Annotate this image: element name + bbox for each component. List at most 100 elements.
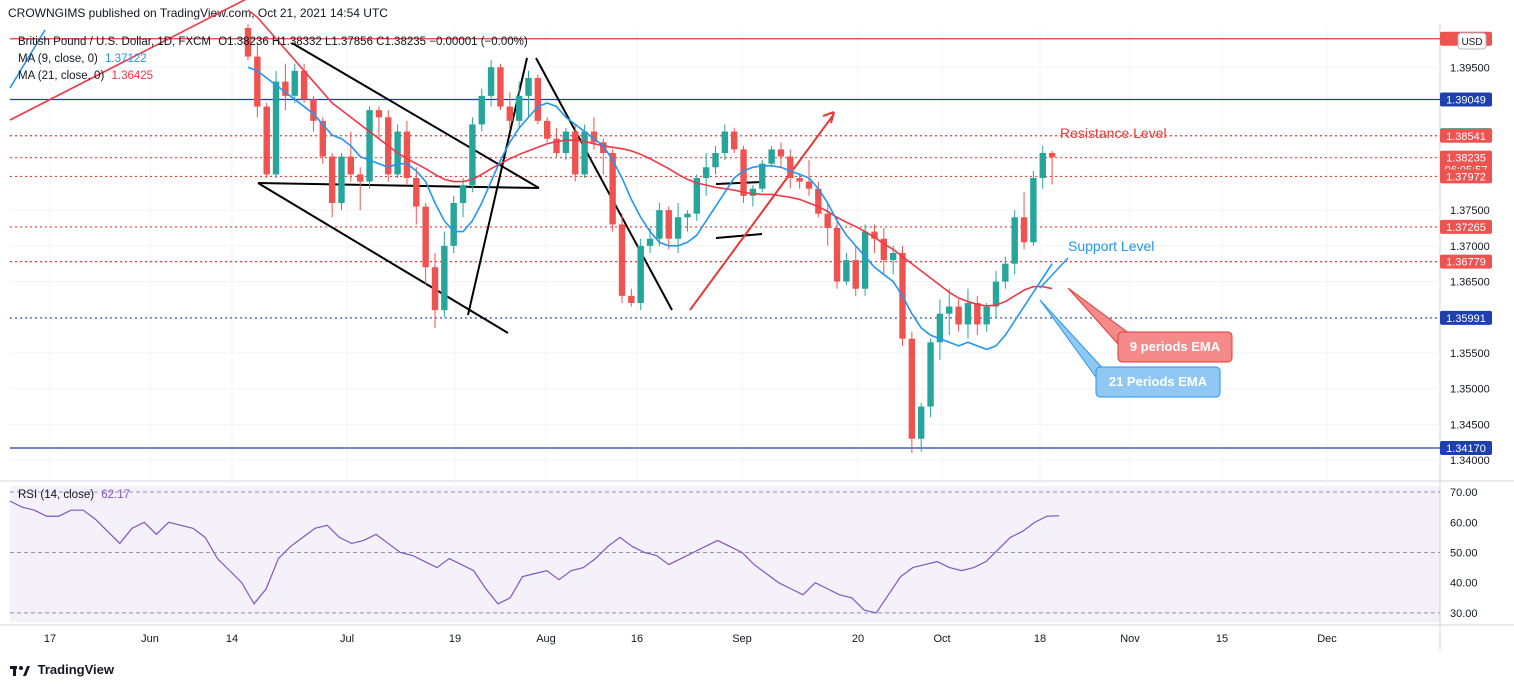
time-tick-label: 16 bbox=[631, 633, 643, 645]
time-tick-label: Dec bbox=[1317, 633, 1337, 645]
candle-body bbox=[777, 149, 785, 157]
candle-body bbox=[731, 131, 738, 150]
candle-body bbox=[861, 231, 869, 289]
support-pointer bbox=[1039, 257, 1069, 289]
candle-body bbox=[665, 210, 672, 239]
publisher-header: CROWNGIMS published on TradingView.com, … bbox=[8, 6, 388, 20]
price-tag-label: 1.39049 bbox=[1446, 95, 1486, 107]
candle-body bbox=[441, 245, 448, 311]
candle-body bbox=[347, 156, 355, 175]
ma9-line bbox=[9, 29, 1053, 351]
legend-ma21-label: MA (21, close, 0) bbox=[18, 70, 105, 82]
candle-body bbox=[815, 188, 822, 214]
ma21-path bbox=[247, 9, 1053, 307]
price-tag-label: 1.35991 bbox=[1446, 313, 1486, 325]
candle-body bbox=[487, 67, 495, 96]
time-tick-label: 17 bbox=[44, 633, 56, 645]
candle-body bbox=[422, 206, 429, 268]
time-tick-label: Jun bbox=[141, 633, 159, 645]
candle-body bbox=[469, 124, 476, 186]
candle-body bbox=[824, 213, 831, 228]
candle-body bbox=[310, 99, 317, 121]
price-tag-label: 1.34170 bbox=[1446, 443, 1486, 455]
trendline bbox=[257, 182, 540, 189]
candle-body bbox=[983, 306, 990, 325]
candle-body bbox=[413, 178, 420, 207]
price-tag-bg bbox=[1440, 169, 1492, 184]
legend-rsi-value: 62.17 bbox=[101, 489, 131, 501]
candle-body bbox=[478, 95, 485, 125]
resistance-level-label: Resistance Level bbox=[1060, 125, 1167, 141]
price-tag-bg bbox=[1440, 219, 1492, 234]
candle-body bbox=[282, 81, 289, 96]
candle-body bbox=[375, 110, 383, 118]
candle-body bbox=[964, 303, 972, 325]
candle-body bbox=[955, 306, 962, 325]
candle-body bbox=[880, 238, 887, 261]
candle-body bbox=[805, 181, 813, 189]
ma9-tail bbox=[9, 29, 46, 89]
price-tag-label: 1.38541 bbox=[1446, 131, 1486, 143]
candle-body bbox=[946, 306, 953, 314]
rsi-tick-label: 50.00 bbox=[1450, 547, 1478, 559]
price-tick-label: 1.35500 bbox=[1450, 348, 1490, 360]
ma21-tail bbox=[9, 0, 247, 121]
legend-symbol-row: British Pound / U.S. Dollar, 1D, FXCM O1… bbox=[18, 36, 528, 48]
candle-body bbox=[628, 295, 635, 303]
candle-body bbox=[787, 156, 794, 178]
candle-body bbox=[768, 149, 775, 164]
trendline bbox=[715, 233, 763, 239]
candle-body bbox=[244, 28, 252, 57]
rsi-tick-label: 40.00 bbox=[1450, 578, 1478, 590]
candle-body bbox=[600, 142, 607, 153]
candle-body bbox=[712, 153, 719, 168]
price-tag-bg bbox=[1440, 128, 1492, 143]
candle-body bbox=[525, 78, 532, 96]
candle-body bbox=[1039, 153, 1046, 178]
candle-body bbox=[992, 281, 1000, 307]
legend-rsi-row: RSI (14, close) 62.17 bbox=[18, 489, 130, 501]
candle-body bbox=[1002, 263, 1009, 282]
candlestick-series bbox=[244, 24, 1056, 453]
candle-body bbox=[749, 188, 757, 196]
currency-label: USD bbox=[1461, 37, 1482, 48]
candle-body bbox=[581, 131, 588, 175]
candle-body bbox=[646, 238, 654, 246]
candle-body bbox=[403, 131, 411, 178]
candle-body bbox=[927, 342, 934, 407]
ema21-callout-box bbox=[1095, 366, 1221, 398]
rsi-band-bg bbox=[10, 486, 1440, 622]
candle-body bbox=[918, 406, 925, 439]
legend-ma21-row: MA (21, close, 0) 1.36425 bbox=[18, 70, 153, 82]
candle-body bbox=[272, 81, 280, 175]
candle-body bbox=[936, 313, 944, 343]
price-tick-label: 1.35000 bbox=[1450, 384, 1490, 396]
price-tag-label: 1.36779 bbox=[1446, 257, 1486, 269]
time-tick-label: Jul bbox=[340, 633, 354, 645]
price-tick-label: 1.37500 bbox=[1450, 205, 1490, 217]
candle-body bbox=[572, 131, 579, 175]
candle-body bbox=[637, 245, 644, 303]
ma9-path bbox=[247, 66, 1053, 351]
ema9-callout-box bbox=[1117, 331, 1233, 363]
candle-body bbox=[618, 224, 626, 296]
candle-body bbox=[450, 203, 457, 246]
candle-body bbox=[656, 210, 663, 239]
price-tick-label: 1.34500 bbox=[1450, 419, 1490, 431]
time-tick-label: 20 bbox=[852, 633, 864, 645]
rsi-tick-label: 30.00 bbox=[1450, 608, 1478, 620]
footer-brand[interactable]: TradingView bbox=[10, 662, 114, 677]
candle-body bbox=[1030, 178, 1037, 243]
candle-body bbox=[740, 149, 747, 196]
trendline bbox=[291, 42, 540, 189]
legend-rsi-label: RSI (14, close) bbox=[18, 489, 95, 501]
price-tag-bg bbox=[1440, 254, 1492, 269]
candle-body bbox=[263, 106, 270, 175]
trendline bbox=[715, 181, 763, 185]
candle-body bbox=[459, 185, 467, 203]
legend-ma9-row: MA (9, close, 0) 1.37122 bbox=[18, 53, 147, 65]
candle-body bbox=[796, 178, 803, 182]
ma21-line bbox=[9, 0, 1053, 307]
candle-body bbox=[684, 213, 691, 218]
